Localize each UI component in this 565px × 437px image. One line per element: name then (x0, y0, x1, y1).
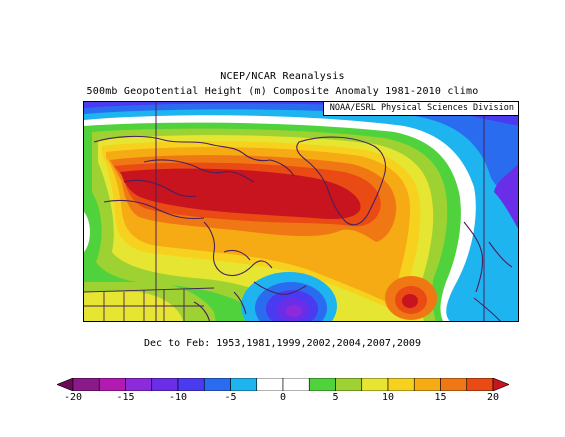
anomaly-southwest-yellow (84, 292, 184, 321)
colorbar-bin (413, 378, 441, 391)
chart-title: NCEP/NCAR Reanalysis (220, 71, 345, 82)
colorbar-bin (308, 378, 336, 391)
colorbar-tick-label: 10 (381, 392, 395, 403)
colorbar-bin (282, 378, 310, 391)
colorbar-tick-label: 20 (486, 392, 500, 403)
colorbar-bin (230, 378, 258, 391)
colorbar-tick-label: 5 (332, 392, 339, 403)
colorbar-bin (256, 378, 284, 391)
colorbar-tick-label: 0 (279, 392, 287, 403)
colorbar-bin (151, 378, 179, 391)
colorbar-bin (98, 378, 126, 391)
anomaly-map-svg (84, 102, 518, 321)
colorbar-tick-label: -10 (168, 392, 188, 403)
colorbar-bin (125, 378, 153, 391)
colorbar-bin (466, 378, 494, 391)
colorbar (57, 378, 509, 391)
colorbar-bin (387, 378, 415, 391)
colorbar-bin (492, 378, 509, 391)
colorbar-bin (203, 378, 231, 391)
anomaly-band-darkred (120, 168, 361, 220)
chart-subtitle-variable: 500mb Geopotential Height (m) Composite … (86, 86, 479, 97)
colorbar-bin (177, 378, 205, 391)
colorbar-tick-label: -20 (63, 392, 83, 403)
anomaly-center-southeast-inner (402, 294, 418, 308)
anomaly-map: NOAA/ESRL Physical Sciences Division (83, 101, 519, 322)
colorbar-bin (361, 378, 389, 391)
colorbar-bin (57, 378, 74, 391)
anomaly-east-negative (494, 164, 518, 229)
composite-years-label: Dec to Feb: 1953,1981,1999,2002,2004,200… (144, 338, 421, 349)
colorbar-tick-label: 15 (434, 392, 447, 403)
credit-label: NOAA/ESRL Physical Sciences Division (322, 102, 518, 116)
colorbar-bin (440, 378, 468, 391)
anomaly-low-core (286, 305, 302, 317)
political-borders (84, 287, 215, 321)
coastlines (93, 135, 513, 321)
colorbar-tick-label: -5 (224, 392, 237, 403)
colorbar-tick-label: -15 (116, 392, 135, 403)
colorbar-bin (335, 378, 363, 391)
colorbar-bin (72, 378, 100, 391)
